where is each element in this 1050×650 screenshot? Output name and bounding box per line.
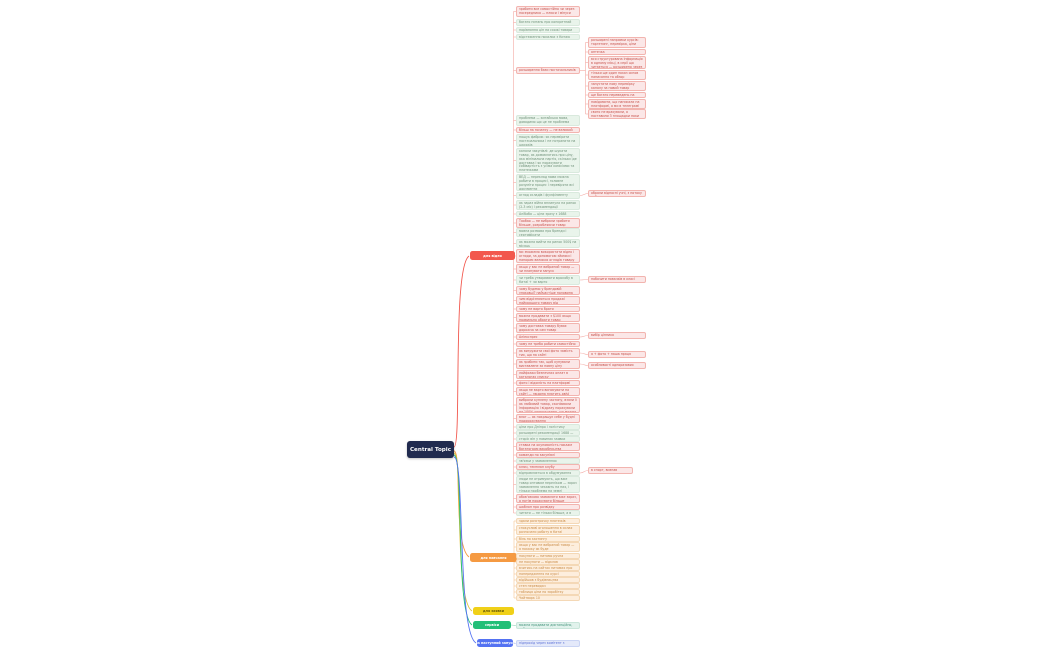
- mindmap-node[interactable]: Алібаба — ціни зразу з 1688: [516, 211, 580, 217]
- mindmap-node[interactable]: чому не варто брати найдешевший товар?: [516, 306, 580, 312]
- mindmap-node[interactable]: лайфхаки безпечних оплат в каталогах спи…: [516, 370, 580, 379]
- mindmap-node[interactable]: покупати — питомо ручна: [516, 553, 580, 559]
- mindmap-node[interactable]: можна продавати з $100 якщо правильно об…: [516, 313, 580, 322]
- mindmap-node[interactable]: пошук фабрик: як перевірити постачальник…: [516, 134, 580, 147]
- edge-path: [453, 456, 477, 644]
- mindmap-node[interactable]: вибір цінника: [588, 332, 646, 339]
- edge-path: [453, 454, 473, 626]
- mindmap-node[interactable]: ще багато переведень на сигнали: [588, 92, 646, 98]
- edge-path: [579, 470, 589, 474]
- mindmap-node[interactable]: запустити нову перевірку каналу за новий…: [588, 81, 646, 91]
- mindmap-node[interactable]: чи треба утворювати юрособу в Китаї + чи…: [516, 275, 580, 285]
- mindmap-node[interactable]: Таобао — не вибрали зробити більше, розр…: [516, 218, 580, 228]
- mindmap-node[interactable]: здали розстрочку платежів: [516, 518, 580, 524]
- mindmap-node[interactable]: особливості одноразових: [588, 362, 646, 369]
- mindmap-node[interactable]: як вигружати свої фото замість тих, що н…: [516, 348, 580, 358]
- mindmap-node[interactable]: влог — як покращує себе у будні подорожу…: [516, 414, 580, 423]
- branch-node-video[interactable]: для відео: [470, 251, 515, 260]
- mindmap-node[interactable]: ключ, темплан клубу: [516, 464, 580, 470]
- mindmap-node[interactable]: чим відрізняються продажі найкращого тов…: [516, 296, 580, 305]
- mindmap-node[interactable]: відійшов з будівництва: [516, 577, 580, 583]
- mindmap-node[interactable]: ВЕД — переклад мови можна робити в проце…: [516, 174, 580, 191]
- mindmap-node[interactable]: аптечка: [588, 49, 646, 55]
- edge-path: [579, 352, 589, 355]
- mindmap-node[interactable]: не покупати — відклав: [516, 559, 580, 565]
- mindmap-node[interactable]: якщо у вас не вибраний товар — я покажу …: [516, 542, 580, 552]
- mindmap-node[interactable]: в спорт, визнав: [588, 467, 633, 474]
- mindmap-node[interactable]: читати — не тільки більше, а в потоках: [516, 510, 580, 516]
- mindmap-node[interactable]: порівняння цін на схожі товари: [516, 27, 580, 33]
- mindmap-node[interactable]: біль по кастингу: [516, 536, 580, 542]
- mindmap-node[interactable]: огляд складів і фулфілменту: [516, 192, 580, 199]
- mindmap-node[interactable]: обрали відносні учні, з потоку набралися: [588, 190, 646, 197]
- branch-node-servisy[interactable]: сервіси: [473, 621, 511, 629]
- edge-path: [579, 335, 589, 338]
- mindmap-node[interactable]: розширені рекомендації 1688 — com: [516, 430, 580, 436]
- mindmap-node[interactable]: як можна вийти на ринок 500$ на місяць: [516, 239, 580, 248]
- mindmap-node[interactable]: можна продавати дистанційно, добавив ще: [516, 622, 580, 629]
- edge-path: [512, 642, 517, 644]
- mindmap-node[interactable]: спокусливі оголошення в силах розпочати …: [516, 525, 580, 535]
- branch-node-zayavka[interactable]: для заявки: [473, 607, 514, 615]
- mindmap-node[interactable]: як зараз війна вплинула на ринок (2-3 мі…: [516, 200, 580, 210]
- mindmap-node[interactable]: команди по закупівлі: [516, 452, 580, 458]
- mindmap-node[interactable]: сторіс він у новинах заявки: [516, 436, 580, 442]
- mindmap-node[interactable]: більш на початку — не великий заробіток: [516, 127, 580, 133]
- mindmap-node[interactable]: вибрали куплену частину, взяли її як люб…: [516, 397, 580, 413]
- edge-path: [579, 363, 589, 366]
- mindmap-node[interactable]: попередження на курсі виключень?: [516, 571, 580, 577]
- mindmap-node[interactable]: таблиця ціни по заробітку: [516, 589, 580, 595]
- mindmap-node[interactable]: обов'язково замовляти вже зараз, а потім…: [516, 494, 580, 503]
- mindmap-node[interactable]: вся структурована інформація в одному мі…: [588, 56, 646, 69]
- mindmap-node[interactable]: розширення бази постачальників: [516, 67, 580, 74]
- mindmap-node[interactable]: розширені напрямки курсів: таргетинг, пе…: [588, 37, 646, 48]
- mindmap-node[interactable]: зв'язки у замовленнях: [516, 458, 580, 464]
- central-topic-node[interactable]: Central Topic: [407, 441, 454, 458]
- mindmap-node[interactable]: якщо у вас не вибраний товар — чи планув…: [516, 264, 580, 274]
- mindmap-node[interactable]: Чайтворк 10: [516, 595, 580, 601]
- mindmap-node[interactable]: проблема — китайська мова, доводимо що ц…: [516, 115, 580, 126]
- mindmap-node[interactable]: чому будемо у брендовій упаковці? найчас…: [516, 286, 580, 295]
- mindmap-node[interactable]: тільки ще один показ основ написання та …: [588, 70, 646, 80]
- mindmap-node[interactable]: якщо не варто виписувати на сайті — люди…: [516, 387, 580, 396]
- mindmap-node[interactable]: шаблон про розвідку: [516, 504, 580, 510]
- mindmap-node[interactable]: відправляється в обдумування: [516, 470, 580, 476]
- mindmap-node[interactable]: Аліекспрес: [516, 334, 580, 340]
- mindmap-node[interactable]: я + фото + наша праця: [588, 351, 646, 358]
- branch-node-navch[interactable]: для навчання: [470, 553, 517, 562]
- mindmap-node[interactable]: побачити новачків в класі: [588, 276, 646, 283]
- mindmap-node[interactable]: підпрохід через комітент з партнером: [516, 640, 580, 647]
- mindmap-node[interactable]: відстеження посилки з Китаю: [516, 34, 580, 40]
- mindmap-node[interactable]: мовна розмова про бренди і сертифікати: [516, 228, 580, 237]
- mindmap-node[interactable]: фото і відомість на платформі: [516, 380, 580, 386]
- mindmap-node[interactable]: ми зможемо використати відео і огляди, з…: [516, 249, 580, 263]
- mindmap-node[interactable]: чому не треба робити самостійно: [516, 341, 580, 347]
- edge-path: [579, 279, 589, 281]
- edge-path: [510, 624, 517, 626]
- mindmap-node[interactable]: зробити все самостійно чи через посередн…: [516, 6, 580, 17]
- mindmap-node[interactable]: степ перевидач: [516, 583, 580, 589]
- mindmap-node[interactable]: ставка на окупованість покаже багатограм…: [516, 442, 580, 451]
- mindmap-node[interactable]: канали закупівлі: де шукати товар, як до…: [516, 148, 580, 173]
- mindmap-node[interactable]: вчитись на сайтах питомих про закуп: [516, 565, 580, 571]
- edge-path: [579, 193, 589, 196]
- mindmap-node[interactable]: повідомити, що написали на платформі, а …: [588, 99, 646, 109]
- mindmap-node[interactable]: люди не отримують, що вже товар оптовим …: [516, 476, 580, 493]
- mindmap-node[interactable]: ціни про Дніпро і логістику: [516, 424, 580, 430]
- mindmap-node[interactable]: багато питань про конкретний товар: [516, 19, 580, 26]
- edge-path: [453, 255, 470, 448]
- mindmap-node[interactable]: свято не врахували, а поставили 3 площад…: [588, 109, 646, 119]
- mindmap-node[interactable]: як зробити так, щоб купували виставлене …: [516, 359, 580, 369]
- branch-node-zapusk[interactable]: на наступний запуск: [477, 639, 513, 647]
- mindmap-node[interactable]: чому доставка товару буває дорожча за са…: [516, 323, 580, 333]
